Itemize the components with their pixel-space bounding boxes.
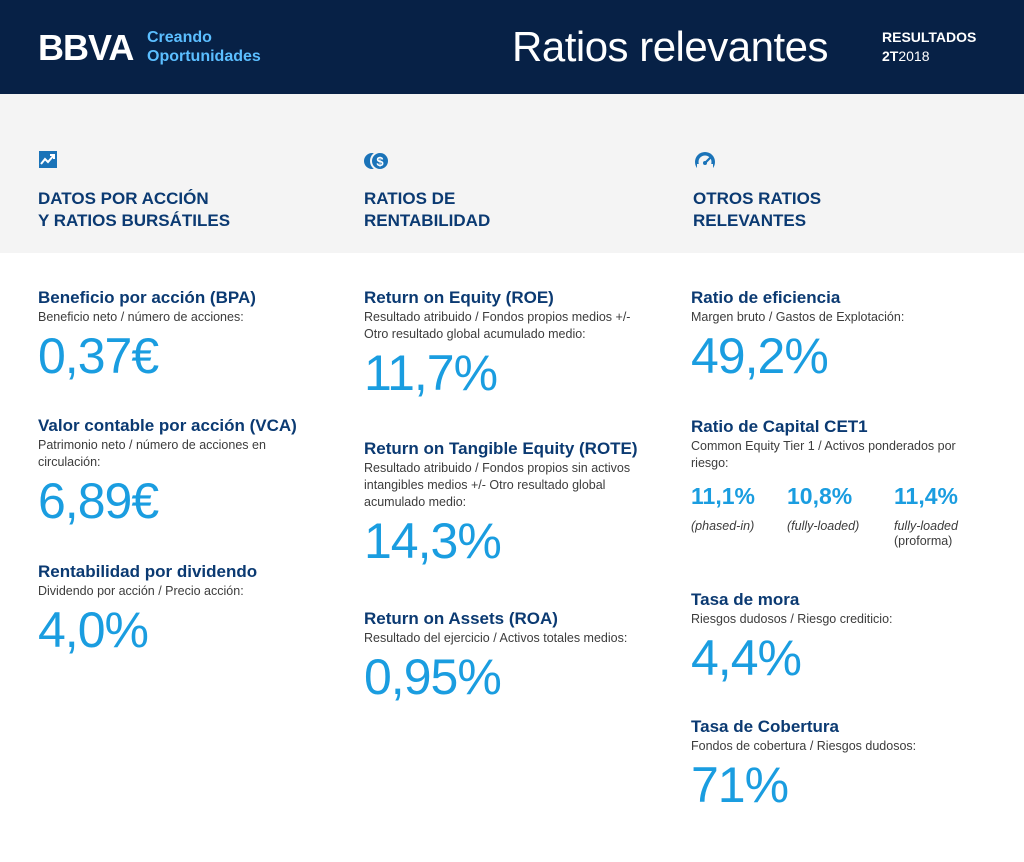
- metric-dividend-yield: Rentabilidad por dividendo Dividendo por…: [38, 561, 338, 658]
- metric-bpa: Beneficio por acción (BPA) Beneficio net…: [38, 287, 338, 384]
- metric-npl-ratio: Tasa de mora Riesgos dudosos / Riesgo cr…: [691, 589, 991, 686]
- metric-value: 4,4%: [691, 630, 802, 686]
- tagline-line1: Creando: [147, 29, 212, 46]
- cet1-sublabel: (proforma): [894, 534, 953, 548]
- metric-title: Valor contable por acción (VCA): [38, 416, 297, 435]
- metric-title: Return on Tangible Equity (ROTE): [364, 439, 638, 458]
- metric-value: 6,89€: [38, 473, 159, 529]
- svg-text:$: $: [376, 154, 384, 169]
- metric-description: Resultado atribuido / Fondos propios sin…: [364, 461, 631, 509]
- metric-vca: Valor contable por acción (VCA) Patrimon…: [38, 415, 308, 529]
- results-quarter: 2T: [882, 48, 899, 64]
- bbva-logo: BBVA: [38, 27, 134, 68]
- metric-roe: Return on Equity (ROE) Resultado atribui…: [364, 287, 654, 401]
- cet1-label: (fully-loaded): [787, 519, 860, 533]
- page-title: Ratios relevantes: [512, 23, 829, 70]
- metric-coverage-ratio: Tasa de Cobertura Fondos de cobertura / …: [691, 716, 991, 813]
- cet1-fully-loaded: 10,8% (fully-loaded): [787, 482, 859, 534]
- metric-title: Ratio de Capital CET1: [691, 417, 868, 436]
- metric-value: 71%: [691, 757, 789, 813]
- column-heading: DATOS POR ACCIÓN Y RATIOS BURSÁTILES: [38, 189, 231, 230]
- metric-description: Dividendo por acción / Precio acción:: [38, 584, 244, 598]
- metric-value: 0,37€: [38, 328, 159, 384]
- results-period: RESULTADOS 2T2018: [882, 28, 976, 66]
- cet1-phased-in: 11,1% (phased-in): [691, 482, 755, 534]
- metric-cet1: Ratio de Capital CET1 Common Equity Tier…: [691, 416, 971, 472]
- metric-value: 0,95%: [364, 649, 502, 705]
- cet1-values: 11,1% (phased-in) 10,8% (fully-loaded) 1…: [691, 482, 991, 552]
- results-label: RESULTADOS: [882, 29, 977, 45]
- brand-tagline: Creando Oportunidades: [147, 28, 261, 66]
- column-heading: RATIOS DE RENTABILIDAD: [364, 189, 491, 230]
- column-heading-profitability: $ RATIOS DE RENTABILIDAD: [364, 150, 490, 230]
- metric-description: Resultado del ejercicio / Activos totale…: [364, 631, 628, 645]
- metric-description: Margen bruto / Gastos de Explotación:: [691, 310, 905, 324]
- metric-title: Return on Assets (ROA): [364, 609, 558, 628]
- metric-description: Beneficio neto / número de acciones:: [38, 310, 244, 324]
- trending-chart-icon: [39, 151, 57, 168]
- metric-description: Riesgos dudosos / Riesgo crediticio:: [691, 612, 893, 626]
- metric-description: Fondos de cobertura / Riesgos dudosos:: [691, 739, 917, 753]
- metric-value: 11,7%: [364, 345, 498, 401]
- metric-title: Rentabilidad por dividendo: [38, 562, 258, 581]
- metric-value: 49,2%: [691, 328, 829, 384]
- metric-title: Beneficio por acción (BPA): [38, 288, 256, 307]
- metric-description: Patrimonio neto / número de acciones en …: [38, 438, 266, 469]
- metric-title: Tasa de mora: [691, 590, 800, 609]
- speedometer-icon: [695, 152, 715, 172]
- metric-efficiency: Ratio de eficiencia Margen bruto / Gasto…: [691, 287, 991, 384]
- metric-value: 14,3%: [364, 513, 502, 569]
- results-year: 2018: [898, 48, 930, 64]
- metric-rote: Return on Tangible Equity (ROTE) Resulta…: [364, 438, 659, 569]
- tagline-line2: Oportunidades: [147, 48, 261, 65]
- metric-description: Resultado atribuido / Fondos propios med…: [364, 310, 631, 341]
- metric-value: 4,0%: [38, 602, 149, 658]
- column-heading: OTROS RATIOS RELEVANTES: [693, 189, 822, 230]
- metric-title: Return on Equity (ROE): [364, 288, 554, 307]
- cet1-label: (phased-in): [691, 519, 755, 533]
- coins-dollar-icon: $: [364, 151, 390, 171]
- cet1-value: 11,4%: [894, 483, 958, 509]
- cet1-fully-loaded-proforma: 11,4% fully-loaded (proforma): [894, 482, 958, 548]
- column-heading-share-data: DATOS POR ACCIÓN Y RATIOS BURSÁTILES: [38, 150, 230, 230]
- cet1-value: 11,1%: [691, 483, 755, 509]
- column-heading-other: OTROS RATIOS RELEVANTES: [693, 150, 821, 230]
- metric-title: Tasa de Cobertura: [691, 717, 840, 736]
- cet1-value: 10,8%: [787, 483, 853, 509]
- header-bar: BBVA Creando Oportunidades Ratios releva…: [0, 0, 1024, 94]
- section-heading-band: [0, 94, 1024, 253]
- cet1-label: fully-loaded: [894, 519, 958, 533]
- metric-roa: Return on Assets (ROA) Resultado del eje…: [364, 608, 664, 705]
- metric-title: Ratio de eficiencia: [691, 288, 841, 307]
- metric-description: Common Equity Tier 1 / Activos ponderado…: [691, 439, 956, 470]
